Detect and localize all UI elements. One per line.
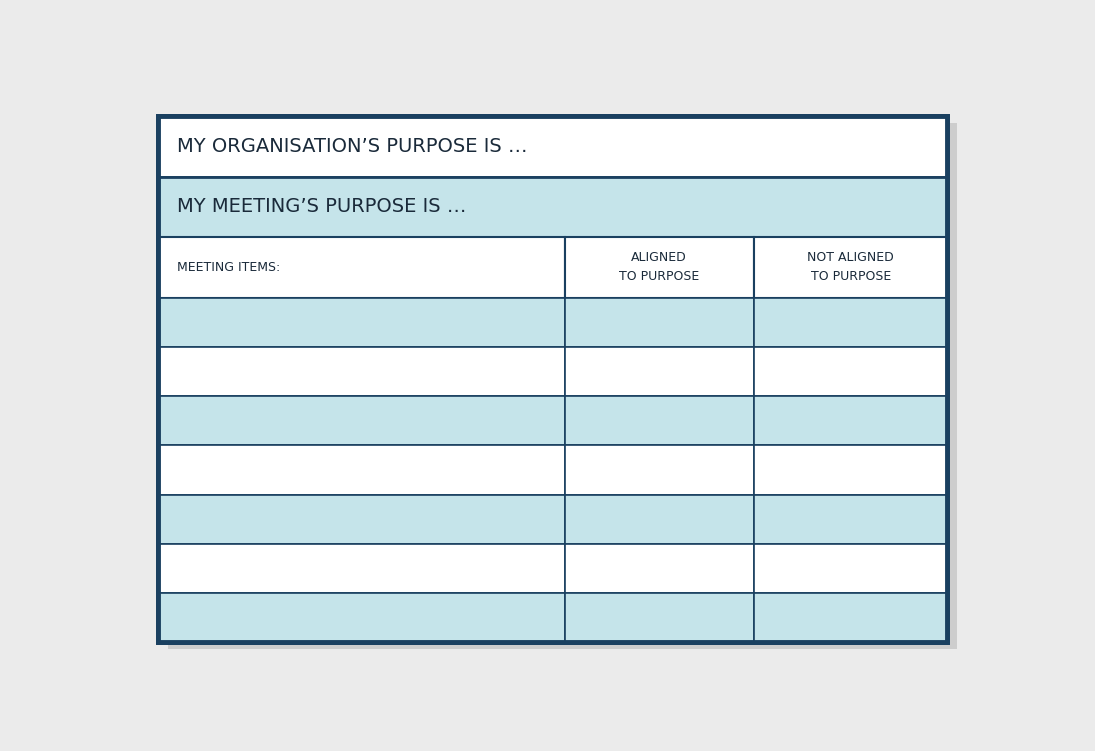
Bar <box>565 544 754 593</box>
Bar <box>565 237 754 297</box>
Bar <box>754 593 947 642</box>
Text: MEETING ITEMS:: MEETING ITEMS: <box>176 261 280 274</box>
Bar <box>754 297 947 347</box>
Bar <box>158 495 565 544</box>
Bar <box>565 495 754 544</box>
Bar <box>158 593 565 642</box>
Bar <box>158 445 565 495</box>
Bar <box>754 495 947 544</box>
Text: MY MEETING’S PURPOSE IS …: MY MEETING’S PURPOSE IS … <box>176 198 466 216</box>
Bar <box>158 176 947 237</box>
Bar <box>565 397 754 445</box>
Bar <box>158 397 565 445</box>
Bar <box>565 297 754 347</box>
Bar <box>158 544 565 593</box>
Text: ALIGNED
TO PURPOSE: ALIGNED TO PURPOSE <box>619 252 700 283</box>
Bar <box>158 297 565 347</box>
Text: MY ORGANISATION’S PURPOSE IS …: MY ORGANISATION’S PURPOSE IS … <box>176 137 528 156</box>
Bar <box>754 237 947 297</box>
Bar <box>754 347 947 397</box>
Bar <box>158 347 565 397</box>
Bar <box>158 116 947 176</box>
Bar <box>565 347 754 397</box>
Bar <box>754 544 947 593</box>
Bar <box>754 445 947 495</box>
Text: NOT ALIGNED
TO PURPOSE: NOT ALIGNED TO PURPOSE <box>807 252 894 283</box>
Bar <box>565 445 754 495</box>
Bar <box>565 593 754 642</box>
Bar <box>754 397 947 445</box>
Bar <box>158 237 565 297</box>
